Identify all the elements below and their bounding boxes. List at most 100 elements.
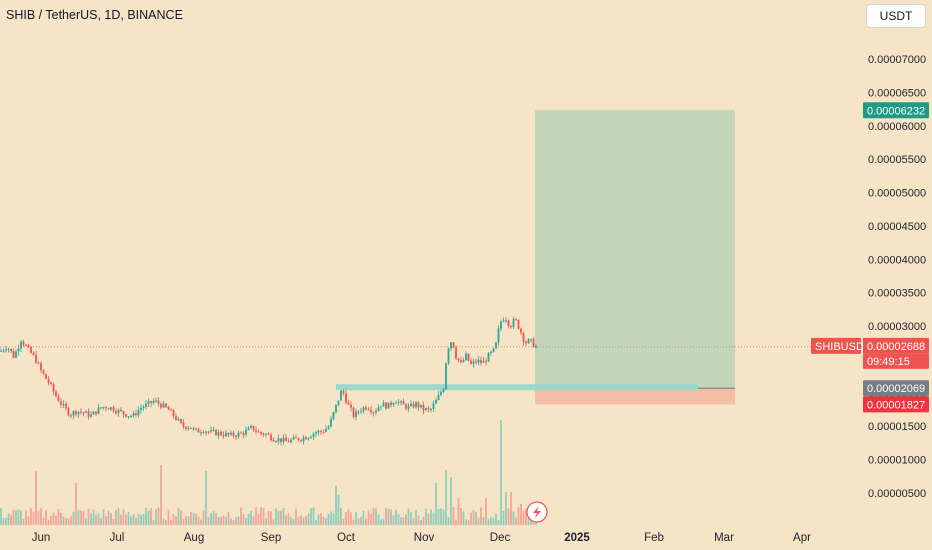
candle-body <box>492 348 495 352</box>
volume-bar <box>382 518 385 525</box>
candle-body <box>520 328 522 333</box>
candle-body <box>222 435 225 437</box>
candle-body <box>525 341 527 344</box>
volume-bar <box>302 517 305 525</box>
volume-bar <box>515 517 517 525</box>
last-price-tag-text: 0.00002688 <box>867 341 925 353</box>
volume-bar <box>265 518 267 525</box>
volume-bars <box>0 420 537 525</box>
candle-body <box>80 411 82 413</box>
volume-bar <box>312 507 315 525</box>
candle-body <box>122 411 125 415</box>
volume-bar <box>232 519 235 525</box>
stop-price-tag-text: 0.00001827 <box>867 399 925 411</box>
volume-bar <box>422 516 425 525</box>
x-tick-label: Oct <box>337 532 356 544</box>
volume-bar <box>455 519 457 525</box>
candle-body <box>185 426 187 429</box>
volume-bar <box>425 508 427 525</box>
candle-body <box>235 436 237 438</box>
volume-bar <box>82 511 85 525</box>
candle-body <box>300 440 302 442</box>
volume-bar <box>427 513 430 525</box>
candle-body <box>287 440 290 443</box>
candle-body <box>92 411 95 415</box>
volume-bar <box>380 519 382 525</box>
candle-body <box>437 394 440 401</box>
volume-bar <box>472 510 475 525</box>
candle-body <box>125 414 127 417</box>
candle-body <box>440 392 442 395</box>
candle-body <box>532 338 535 347</box>
volume-bar <box>340 507 342 525</box>
volume-bar <box>220 516 222 525</box>
candle-body <box>417 402 420 408</box>
candle-body <box>347 402 350 405</box>
candle-body <box>210 430 212 432</box>
candle-body <box>142 407 145 409</box>
volume-bar <box>317 514 320 525</box>
candle-body <box>507 320 510 327</box>
candle-body <box>10 348 12 352</box>
candle-body <box>502 320 505 322</box>
candle-body <box>190 427 192 429</box>
volume-bar <box>122 509 125 525</box>
candle-body <box>530 338 532 340</box>
candle-body <box>350 404 352 408</box>
candle-body <box>37 362 40 364</box>
volume-bar <box>250 510 252 525</box>
volume-bar <box>492 518 495 525</box>
loss-zone <box>535 388 735 405</box>
candle-body <box>357 411 360 413</box>
candle-body <box>342 390 345 394</box>
currency-selector-button[interactable]: USDT <box>866 4 926 28</box>
volume-bar <box>345 511 347 525</box>
x-tick-label: Nov <box>414 532 435 544</box>
symbol-tag-box <box>811 337 861 354</box>
y-tick-label: 0.00005000 <box>868 188 926 200</box>
volume-bar <box>2 517 5 525</box>
volume-bar <box>150 507 152 525</box>
candle-body <box>165 403 167 408</box>
candle-body <box>70 415 72 417</box>
volume-bar <box>252 516 255 525</box>
candle-body <box>35 354 37 363</box>
candle-body <box>2 350 5 352</box>
volume-bar <box>482 517 485 525</box>
target-price-tag-box <box>863 102 929 119</box>
volume-bar <box>42 517 45 525</box>
candle-body <box>152 400 155 403</box>
volume-bar <box>187 516 190 525</box>
volume-bar <box>112 518 115 525</box>
volume-bar <box>197 516 200 525</box>
volume-bar <box>32 511 35 525</box>
candle-body <box>47 378 50 383</box>
chart-title: SHIB / TetherUS, 1D, BINANCE <box>6 8 183 22</box>
candle-body <box>382 402 385 407</box>
volume-bar <box>432 512 435 525</box>
candle-body <box>227 432 230 435</box>
volume-bar <box>77 510 80 525</box>
volume-bar <box>10 514 12 525</box>
volume-bar <box>245 517 247 525</box>
volume-bar <box>75 483 77 525</box>
flash-icon[interactable] <box>526 501 548 523</box>
volume-bar <box>155 509 157 525</box>
candle-body <box>322 431 325 433</box>
volume-bar <box>30 507 32 525</box>
candle-body <box>155 400 157 402</box>
volume-bar <box>417 515 420 525</box>
candle-body <box>280 438 282 442</box>
position-zones[interactable] <box>336 110 735 405</box>
candle-body <box>137 409 140 416</box>
candle-body <box>485 360 487 362</box>
candle-body <box>62 403 65 405</box>
volume-bar <box>457 498 460 525</box>
candle-body <box>360 411 362 413</box>
x-tick-label: Apr <box>793 532 811 544</box>
volume-bar <box>450 477 452 525</box>
time-axis[interactable]: Jun Jul Aug Sep Oct Nov Dec 2025 Feb Mar Apr <box>32 532 811 544</box>
volume-bar <box>17 509 20 525</box>
